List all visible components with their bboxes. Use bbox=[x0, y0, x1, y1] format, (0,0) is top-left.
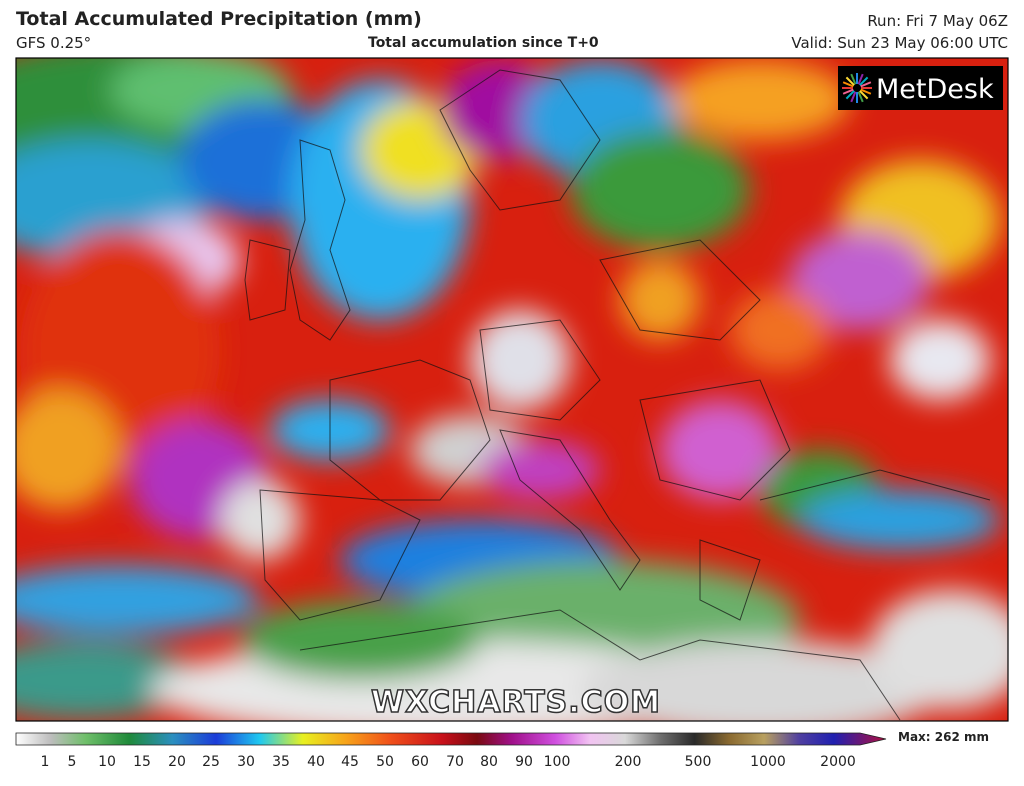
colorbar-tick-label: 50 bbox=[376, 754, 394, 770]
precip-blob bbox=[470, 310, 570, 410]
colorbar-tick-label: 40 bbox=[307, 754, 325, 770]
model-label: GFS 0.25° bbox=[16, 34, 92, 52]
colorbar-tick-label: 25 bbox=[202, 754, 220, 770]
precip-blob bbox=[480, 440, 600, 500]
logo-ray bbox=[850, 91, 857, 103]
precip-blob bbox=[240, 600, 480, 680]
logo-ray bbox=[845, 90, 855, 100]
colorbar-tick-label: 90 bbox=[515, 754, 533, 770]
colorbar-tick-label: 45 bbox=[341, 754, 359, 770]
precip-blob bbox=[790, 230, 930, 330]
colorbar-tick-label: 2000 bbox=[820, 754, 856, 770]
logo-ray bbox=[860, 88, 872, 95]
colorbar-tick-label: 30 bbox=[237, 754, 255, 770]
colorbar-tick-label: 35 bbox=[272, 754, 290, 770]
logo-ray bbox=[842, 88, 854, 95]
borders bbox=[244, 69, 991, 721]
logo-ray bbox=[859, 76, 869, 86]
precip-blob bbox=[580, 640, 940, 721]
colorbar-tick-label: 15 bbox=[133, 754, 151, 770]
colorbar-tick-label: 10 bbox=[98, 754, 116, 770]
precip-blob bbox=[220, 480, 300, 560]
precip-blob bbox=[16, 640, 200, 720]
colorbar-tick-label: 80 bbox=[480, 754, 498, 770]
map-title: Total Accumulated Precipitation (mm) bbox=[16, 8, 422, 30]
colorbar-tick-label: 200 bbox=[615, 754, 642, 770]
precip-blobs bbox=[16, 58, 1008, 721]
logo-ray bbox=[857, 73, 864, 85]
precip-blob bbox=[620, 260, 700, 340]
logo-icon bbox=[842, 73, 872, 103]
colorbar bbox=[15, 732, 887, 746]
colorbar-tick-label: 5 bbox=[68, 754, 77, 770]
logo-ray bbox=[860, 81, 872, 88]
colorbar-tick-label: 100 bbox=[544, 754, 571, 770]
logo-text: MetDesk bbox=[876, 74, 994, 105]
colorbar-tick-label: 70 bbox=[446, 754, 464, 770]
colorbar-tick-label: 20 bbox=[168, 754, 186, 770]
colorbar-tick-label: 60 bbox=[411, 754, 429, 770]
precip-blob bbox=[730, 290, 830, 370]
precip-field bbox=[16, 58, 1008, 721]
colorbar-ticks: 1 5 10 15 20 25 30 35 40 45 50 60 70 80 90 100 200 500 100… bbox=[41, 754, 856, 770]
colorbar-tick-label: 1 bbox=[41, 754, 50, 770]
precip-blob bbox=[660, 400, 780, 500]
run-label: Run: Fri 7 May 06Z bbox=[867, 12, 1008, 30]
map-subtitle: Total accumulation since T+0 bbox=[368, 35, 599, 51]
colorbar-tick-label: 1000 bbox=[750, 754, 786, 770]
precip-blob bbox=[16, 565, 260, 635]
logo-ray bbox=[845, 76, 855, 86]
map-frame bbox=[15, 57, 1009, 722]
precip-blob bbox=[570, 130, 750, 250]
logo-ray bbox=[842, 81, 854, 88]
logo-ray bbox=[850, 73, 857, 85]
max-label: Max: 262 mm bbox=[898, 730, 989, 744]
colorbar-tick-label: 500 bbox=[685, 754, 712, 770]
watermark: WXCHARTS.COM bbox=[371, 685, 661, 720]
precip-blob bbox=[800, 490, 1000, 550]
precip-blob bbox=[890, 320, 990, 400]
logo-ray bbox=[857, 91, 864, 103]
precip-blob bbox=[16, 390, 120, 510]
precip-blob bbox=[870, 590, 1008, 710]
valid-label: Valid: Sun 23 May 06:00 UTC bbox=[791, 34, 1008, 52]
logo-ray bbox=[859, 90, 869, 100]
precip-blob bbox=[670, 60, 850, 140]
